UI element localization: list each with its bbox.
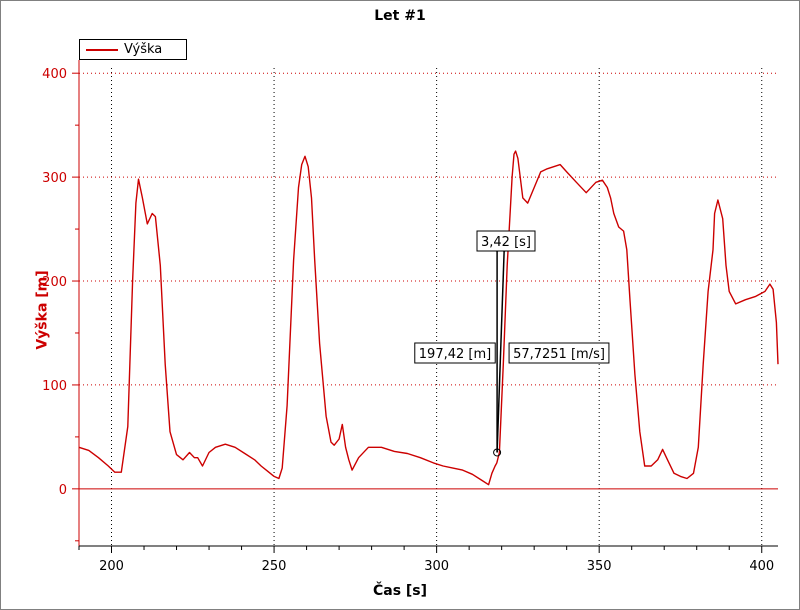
annotation-speed-box-text: 57,7251 [m/s]	[513, 347, 605, 362]
measure-point	[493, 448, 502, 457]
y-tick-label: 0	[59, 483, 67, 498]
legend-swatch	[86, 49, 118, 51]
y-axis-label: Výška [m]	[34, 270, 51, 350]
x-tick-label: 200	[99, 559, 124, 574]
annotation-speed-box	[508, 342, 610, 364]
y-tick-label: 400	[42, 67, 67, 82]
x-axis-label: Čas [s]	[372, 583, 428, 599]
y-tick-label: 100	[42, 379, 67, 394]
x-tick-label: 400	[749, 559, 774, 574]
measure-diagonal-line	[496, 247, 506, 453]
series-line-vyska	[78, 150, 779, 486]
annotation-height-box-text: 197,42 [m]	[419, 347, 491, 362]
annotation-time-box-text: 3,42 [s]	[481, 235, 531, 250]
annotation-time-box	[476, 230, 536, 252]
x-tick-label: 300	[424, 559, 449, 574]
y-tick-label: 200	[42, 275, 67, 290]
annotation-height-box	[414, 342, 496, 364]
chart-title: Let #1	[374, 8, 426, 24]
x-tick-label: 350	[587, 559, 612, 574]
plot-background	[79, 68, 778, 546]
chart-legend: Výška	[79, 39, 187, 60]
legend-label: Výška	[124, 42, 163, 57]
y-tick-label: 300	[42, 171, 67, 186]
plot-area[interactable]: 0 100 200 300 400 200 250 300 350 400 3,42 [s] 197,…	[42, 60, 779, 574]
x-tick-label: 250	[262, 559, 287, 574]
